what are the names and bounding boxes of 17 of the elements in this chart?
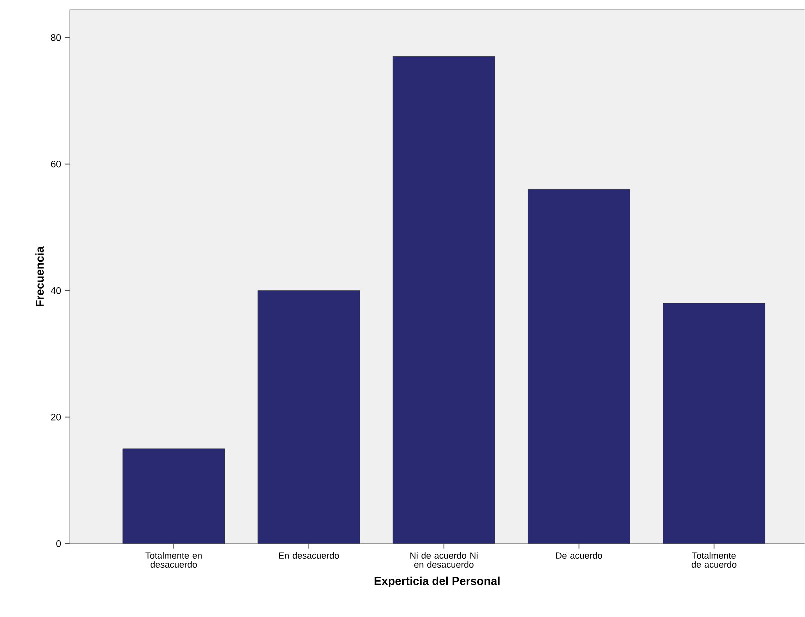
x-axis-title: Experticia del Personal — [374, 576, 500, 588]
y-tick-label: 20 — [51, 414, 62, 421]
y-tick-label: 0 — [56, 540, 62, 548]
bar — [528, 190, 630, 544]
y-tick-label: 80 — [51, 34, 62, 42]
y-tick-label: 60 — [51, 161, 62, 168]
bar — [122, 448, 226, 544]
bar — [258, 290, 360, 544]
bar — [663, 303, 766, 544]
x-tick-label: De acuerdo — [556, 552, 602, 560]
x-tick-label: Totalmente de acuerdo — [692, 552, 737, 568]
x-tick-label: Ni de acuerdo Ni en desacuerdo — [410, 552, 478, 568]
y-axis-title: Frecuencia — [36, 246, 44, 307]
x-tick-label: Totalmente en desacuerdo — [146, 552, 202, 568]
bar — [392, 56, 496, 544]
x-tick-label: En desacuerdo — [279, 552, 340, 560]
y-tick-label: 40 — [51, 288, 62, 294]
